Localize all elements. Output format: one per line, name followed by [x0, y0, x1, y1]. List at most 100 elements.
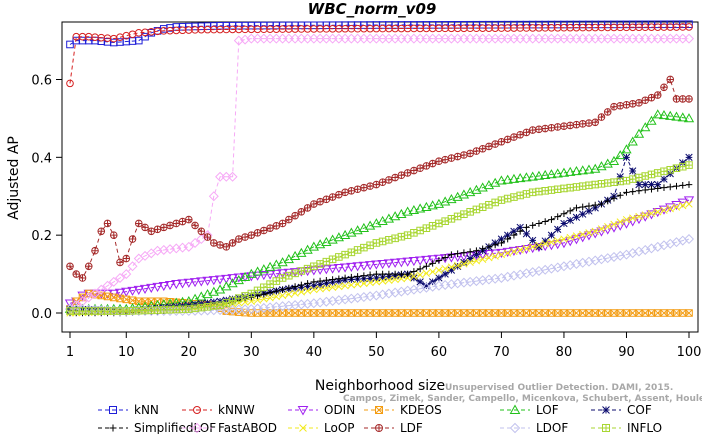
legend-label: LoOP	[324, 421, 355, 434]
data-point-inflo	[378, 237, 387, 246]
data-point-loop	[654, 208, 662, 216]
data-point-inflo	[322, 257, 331, 266]
data-point-ldf	[222, 243, 231, 251]
data-point-simplifiedlof	[410, 268, 418, 275]
data-point-lof	[427, 200, 438, 210]
data-point-ldf	[335, 190, 343, 199]
data-point-odin	[346, 262, 357, 273]
data-point-ldf	[253, 229, 262, 237]
data-point-ldf	[603, 108, 612, 116]
data-point-inflo	[497, 196, 506, 204]
data-point-simplifiedlof	[473, 247, 480, 255]
data-point-loop	[260, 295, 268, 303]
data-point-cof	[510, 227, 518, 235]
data-point-ldf	[109, 231, 118, 239]
data-point-lof	[421, 201, 432, 211]
data-point-ldf	[497, 138, 506, 146]
data-point-loop	[666, 205, 674, 213]
data-point-simplifiedlof	[366, 271, 374, 279]
data-point-cof	[616, 173, 624, 181]
series-line-ldf	[69, 78, 689, 279]
data-point-loop	[510, 247, 518, 256]
data-point-lof	[640, 122, 651, 132]
y-tick-label: 0.4	[31, 151, 52, 166]
data-point-simplifiedlof	[685, 181, 693, 188]
data-point-inflo	[435, 219, 443, 228]
data-point-inflo	[510, 193, 518, 201]
data-point-cof	[310, 282, 318, 290]
data-point-loop	[597, 225, 606, 233]
data-point-lof	[627, 136, 638, 146]
data-point-ldf	[360, 183, 368, 192]
data-point-lof	[677, 112, 688, 122]
data-point-inflo	[272, 277, 281, 285]
data-point-simplifiedlof	[566, 207, 574, 215]
data-point-inflo	[585, 181, 593, 190]
data-point-lof	[521, 172, 532, 182]
data-point-simplifiedlof	[398, 270, 405, 278]
x-tick-label: 60	[431, 345, 448, 360]
data-point-lof	[302, 244, 313, 254]
data-point-simplifiedlof	[510, 231, 518, 239]
legend-marker	[375, 424, 384, 432]
data-point-cof	[410, 274, 418, 282]
data-point-inflo	[266, 280, 274, 288]
data-point-knn	[66, 40, 74, 49]
data-point-inflo	[528, 188, 537, 197]
data-point-fastabod	[190, 237, 201, 248]
data-point-inflo	[653, 169, 662, 177]
x-tick-label: 20	[181, 345, 198, 360]
data-point-simplifiedlof	[529, 222, 536, 229]
data-point-inflo	[447, 215, 456, 223]
data-point-simplifiedlof	[523, 224, 530, 231]
data-point-loop	[366, 278, 374, 287]
data-point-odin	[271, 269, 282, 280]
data-point-simplifiedlof	[404, 270, 411, 278]
data-point-ldf	[372, 180, 381, 189]
data-point-simplifiedlof	[516, 227, 524, 235]
data-point-simplifiedlof	[298, 281, 305, 289]
legend-item-inflo: INFLO	[591, 421, 662, 434]
data-point-cof	[566, 216, 574, 225]
data-point-ldf	[641, 96, 650, 104]
data-point-simplifiedlof	[591, 201, 599, 209]
data-point-loop	[535, 241, 543, 249]
data-point-inflo	[572, 183, 581, 191]
data-point-odin	[383, 259, 395, 269]
data-point-odin	[427, 255, 438, 265]
legend-item-knn: kNN	[98, 403, 159, 417]
data-point-loop	[529, 243, 537, 251]
data-point-ldf	[91, 247, 99, 255]
data-point-lof	[671, 111, 682, 121]
legend-marker	[375, 406, 383, 414]
legend-label: LDOF	[536, 421, 568, 434]
data-point-inflo	[403, 231, 412, 239]
data-point-lof	[352, 225, 363, 235]
data-point-ldf	[322, 195, 331, 204]
y-tick-label: 0.6	[31, 73, 52, 88]
data-point-ldf	[272, 222, 281, 230]
data-point-loop	[360, 279, 368, 288]
data-point-ldf	[666, 75, 675, 84]
data-point-ldf	[260, 226, 268, 235]
data-point-ldf	[72, 270, 81, 278]
x-tick-label: 90	[618, 345, 635, 360]
data-point-kdeos	[291, 309, 299, 317]
data-point-kdeos	[528, 309, 537, 317]
data-point-ldof	[640, 244, 651, 255]
data-point-loop	[610, 220, 618, 228]
data-point-ldf	[485, 142, 493, 151]
data-point-lof	[515, 173, 526, 183]
data-point-loop	[353, 280, 362, 288]
data-point-ldf	[478, 145, 487, 153]
data-point-inflo	[660, 167, 668, 176]
data-point-simplifiedlof	[460, 249, 468, 256]
data-point-simplifiedlof	[373, 270, 380, 278]
data-point-kdeos	[585, 309, 593, 317]
data-point-kdeos	[685, 309, 693, 317]
data-point-loop	[685, 200, 693, 208]
data-point-loop	[641, 211, 649, 219]
data-point-ldf	[266, 224, 274, 232]
data-point-ldf	[516, 131, 524, 139]
